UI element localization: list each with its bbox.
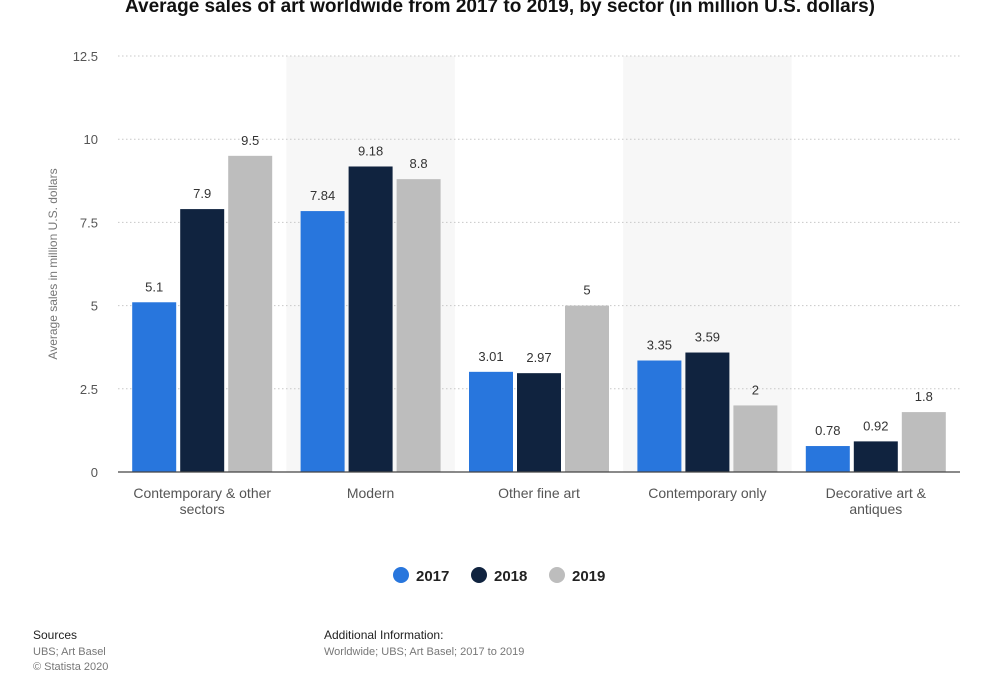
data-labels: 5.1 7.9 9.5 7.84 9.18 8.8 3.01 2.97 5 3.35 3.59 2 0.… bbox=[145, 133, 933, 438]
bar-2018-3 bbox=[685, 352, 730, 472]
y-tick-label: 0 bbox=[91, 465, 98, 480]
x-category-label: Other fine art bbox=[498, 485, 580, 501]
footer: Sources UBS; Art Basel © Statista 2020 A… bbox=[33, 628, 524, 673]
data-label: 0.78 bbox=[815, 423, 840, 438]
legend: 2017 2018 2019 bbox=[393, 567, 605, 585]
chart-title: Average sales of art worldwide from 2017… bbox=[125, 0, 875, 17]
bar-2019-0 bbox=[228, 155, 273, 472]
legend-marker-2019 bbox=[549, 567, 565, 583]
bar-2019-2 bbox=[565, 305, 609, 472]
data-label: 5 bbox=[583, 283, 590, 298]
data-label: 1.8 bbox=[915, 389, 933, 404]
bar-2017-2 bbox=[469, 371, 513, 472]
sources-line-2: © Statista 2020 bbox=[33, 661, 108, 673]
legend-marker-2017 bbox=[393, 567, 409, 583]
y-tick-label: 2.5 bbox=[80, 382, 98, 397]
y-tick-label: 7.5 bbox=[80, 215, 98, 230]
y-axis-label: Average sales in million U.S. dollars bbox=[46, 168, 60, 359]
data-label: 3.59 bbox=[695, 330, 720, 345]
x-category-label: Decorative art & antiques bbox=[826, 485, 927, 517]
x-category-label: Modern bbox=[347, 485, 394, 501]
data-label: 0.92 bbox=[863, 418, 888, 433]
bar-2017-3 bbox=[637, 360, 682, 472]
sources-line-1: UBS; Art Basel bbox=[33, 646, 106, 658]
bar-2019-3 bbox=[733, 405, 778, 472]
x-category-label: Contemporary only bbox=[648, 485, 766, 501]
data-label: 2 bbox=[752, 382, 759, 397]
bar-2017-0 bbox=[132, 302, 177, 472]
data-label: 5.1 bbox=[145, 279, 163, 294]
data-label: 7.9 bbox=[193, 186, 211, 201]
bar-2018-4 bbox=[853, 441, 898, 472]
data-label: 7.84 bbox=[310, 188, 335, 203]
data-label: 3.35 bbox=[647, 338, 672, 353]
bar-2018-2 bbox=[517, 373, 561, 472]
data-label: 9.18 bbox=[358, 143, 383, 158]
y-tick-label: 12.5 bbox=[73, 49, 98, 64]
bar-2019-1 bbox=[396, 179, 441, 473]
bars bbox=[132, 155, 946, 473]
sources-title: Sources bbox=[33, 628, 77, 642]
additional-info-title: Additional Information: bbox=[324, 628, 443, 642]
data-label: 8.8 bbox=[410, 156, 428, 171]
bar-2019-4 bbox=[901, 412, 946, 472]
x-category-label: Contemporary & other sectors bbox=[133, 485, 271, 517]
y-tick-label: 5 bbox=[91, 299, 98, 314]
legend-label-2017: 2017 bbox=[416, 568, 449, 585]
bar-2017-1 bbox=[300, 211, 345, 473]
legend-marker-2018 bbox=[471, 567, 487, 583]
x-axis-categories: Contemporary & other sectors Modern Other f… bbox=[133, 485, 926, 517]
bar-2017-4 bbox=[805, 446, 850, 472]
data-label: 9.5 bbox=[241, 133, 259, 148]
y-tick-label: 10 bbox=[84, 132, 98, 147]
y-axis-ticks: 0 2.5 5 7.5 10 12.5 bbox=[73, 49, 98, 480]
additional-info-text: Worldwide; UBS; Art Basel; 2017 to 2019 bbox=[324, 646, 524, 658]
legend-label-2018: 2018 bbox=[494, 568, 527, 585]
data-label: 2.97 bbox=[526, 350, 551, 365]
legend-label-2019: 2019 bbox=[572, 568, 605, 585]
bar-2018-0 bbox=[180, 209, 225, 472]
bar-2018-1 bbox=[348, 166, 393, 472]
data-label: 3.01 bbox=[478, 349, 503, 364]
